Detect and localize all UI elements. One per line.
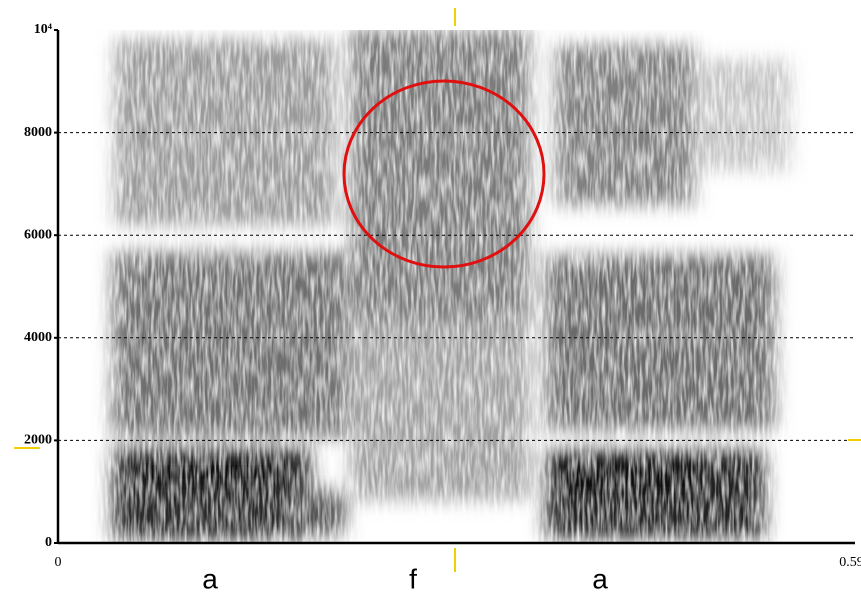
- x-tick-label: 0.596: [839, 555, 861, 570]
- segment-label: a: [202, 563, 218, 592]
- y-tick-label: 8000: [24, 125, 52, 140]
- highlight-circle: [342, 79, 546, 269]
- y-tick-label: 2000: [24, 433, 52, 448]
- y-tick-label: 10⁴: [34, 22, 53, 37]
- y-tick-label: 4000: [24, 330, 52, 345]
- x-tick-label: 0: [55, 555, 62, 570]
- y-tick-label: 6000: [24, 227, 52, 242]
- segment-label: f: [409, 563, 417, 592]
- segment-label: a: [592, 563, 608, 592]
- y-tick-label: 0: [45, 535, 52, 550]
- spectrogram-image: [58, 30, 855, 543]
